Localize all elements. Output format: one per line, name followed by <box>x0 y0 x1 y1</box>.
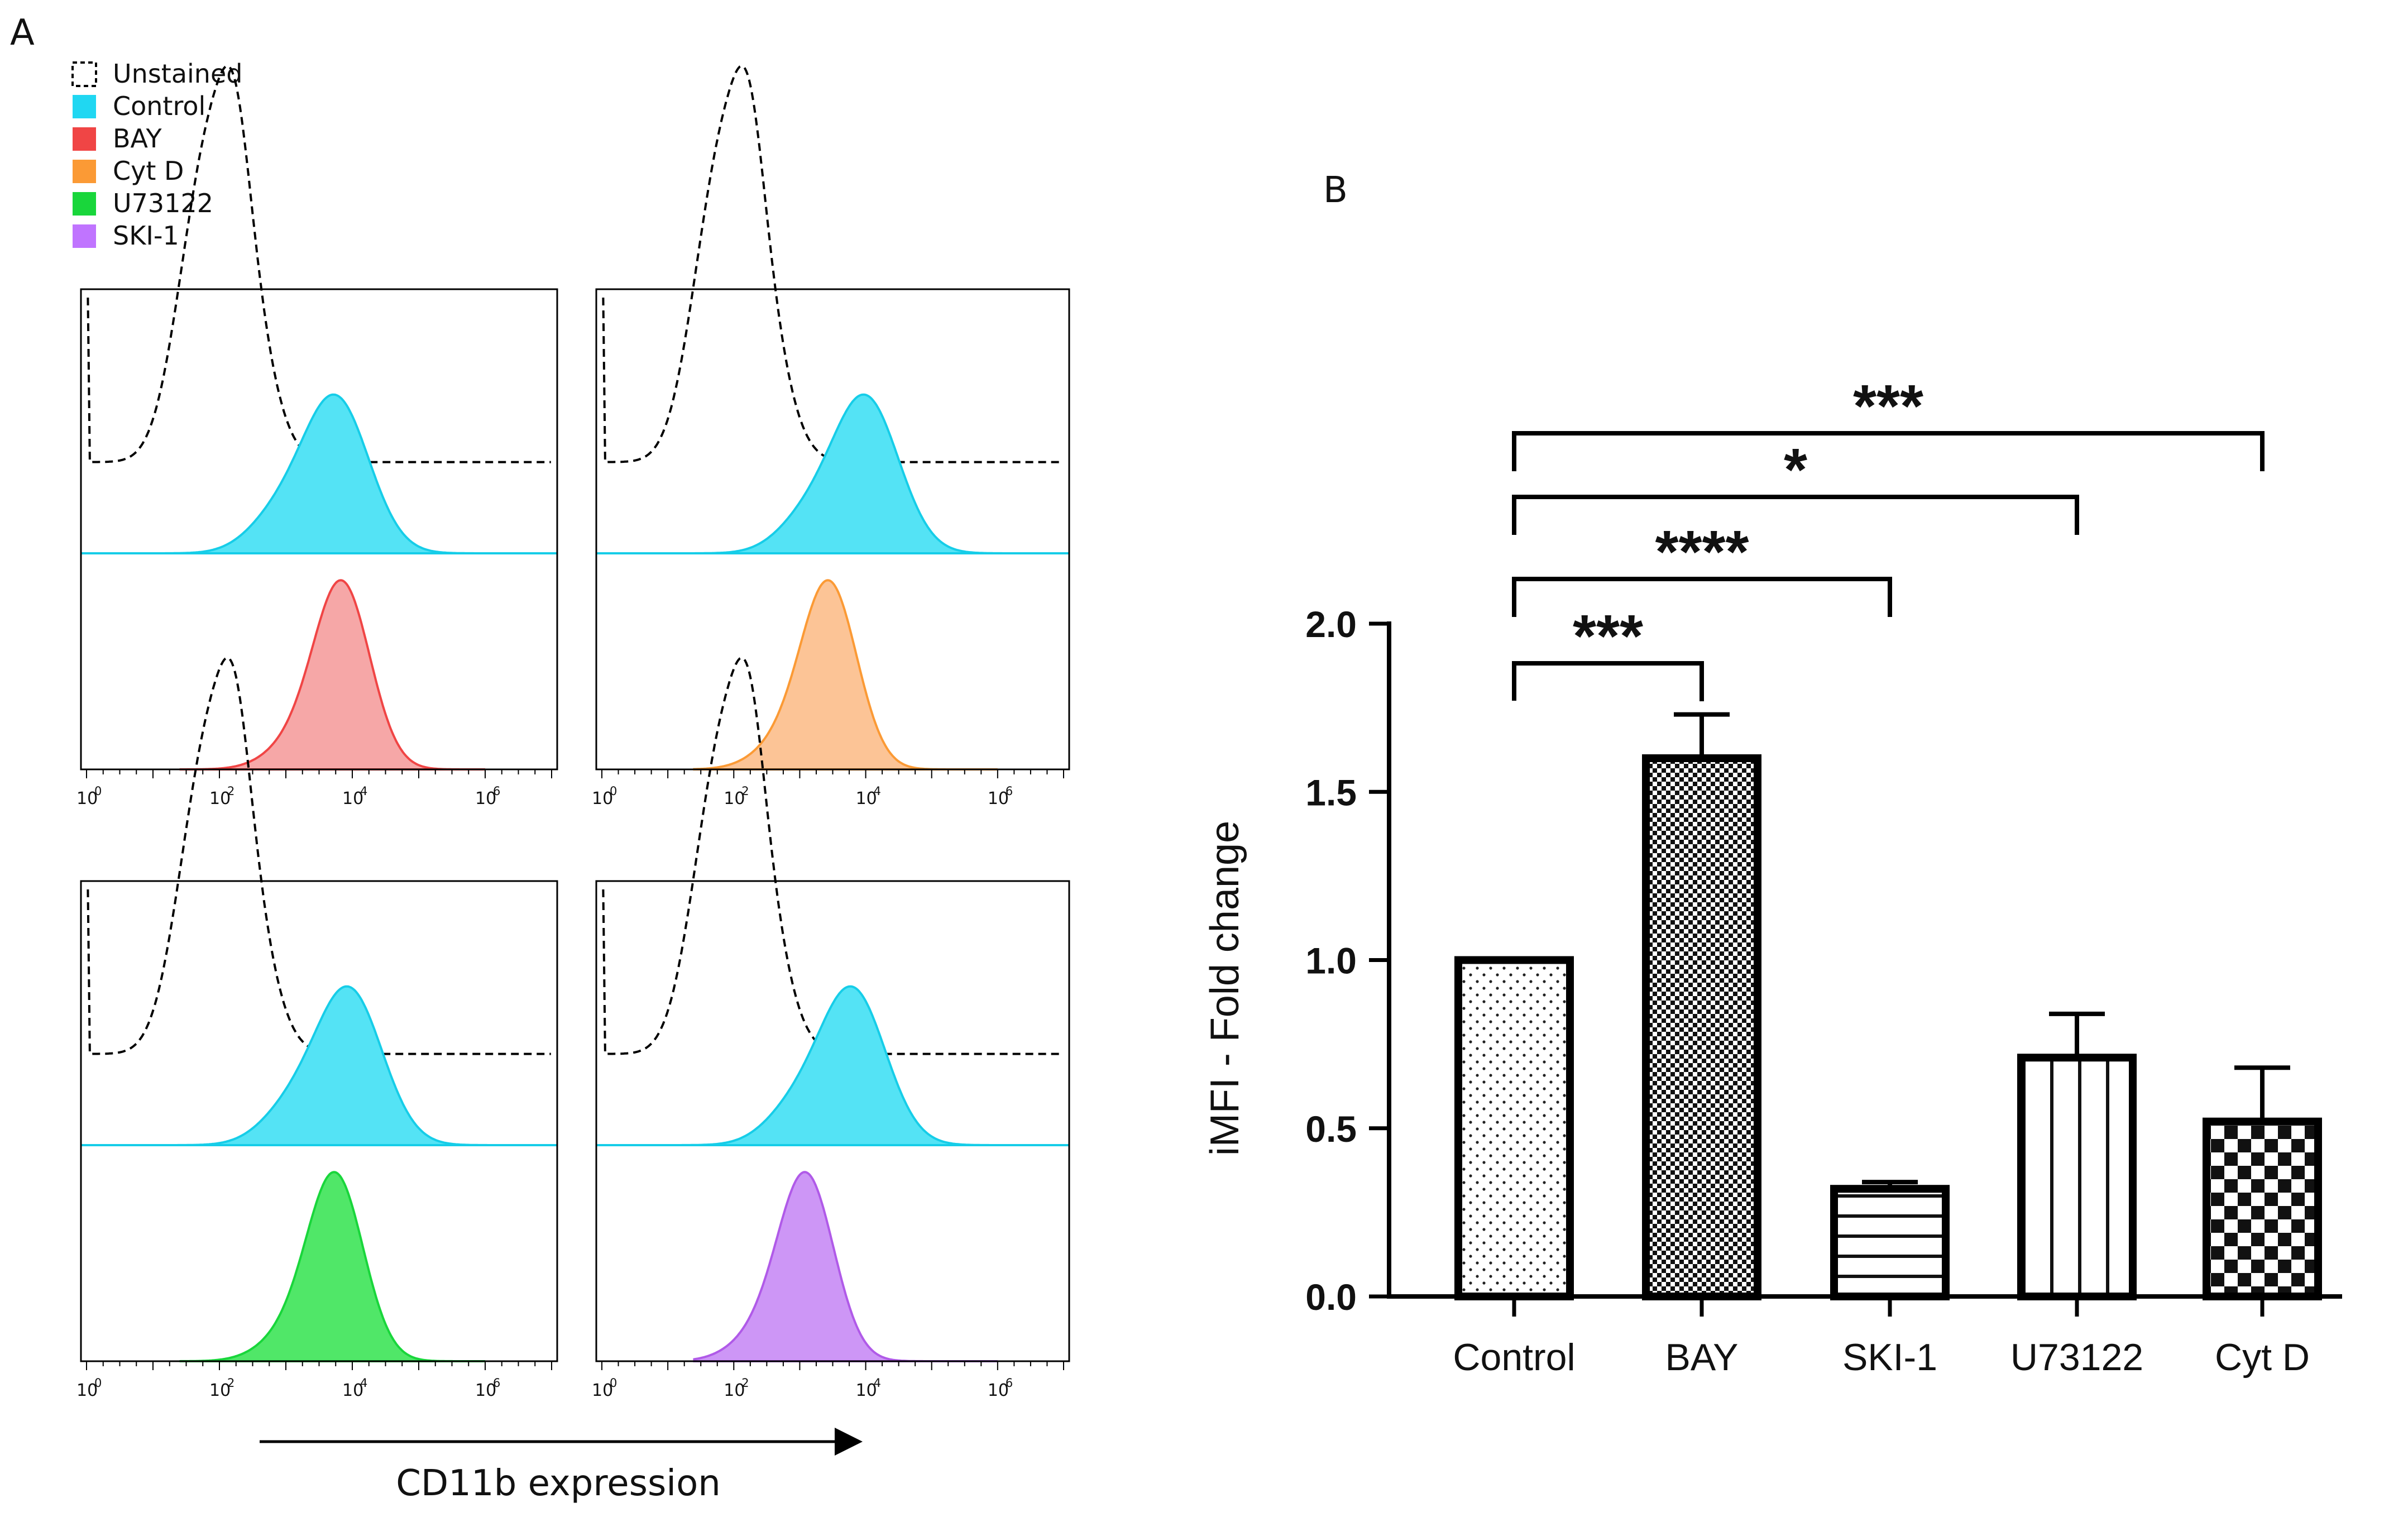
x-tick-exponent: 0 <box>610 1376 617 1390</box>
x-tick-label: 10 <box>342 789 363 808</box>
bar-u73122 <box>2017 1054 2137 1300</box>
x-tick-exponent: 6 <box>493 784 500 798</box>
legend-swatch-5 <box>73 224 96 248</box>
legend-swatch-4 <box>73 192 96 216</box>
bar-ski-1 <box>1830 1185 1950 1300</box>
significance-layer: *********** <box>1512 372 2265 701</box>
x-tick-exponent: 0 <box>94 1376 102 1390</box>
x-tick-label: 10 <box>988 789 1009 808</box>
control-histogram <box>165 393 505 554</box>
x-tick-exponent: 2 <box>227 1376 234 1390</box>
significance-bracket-2 <box>1512 495 2079 535</box>
x-tick-label: 10 <box>475 789 496 808</box>
x-tick-label: U73122 <box>2010 1336 2143 1379</box>
legend-label-4: U73122 <box>113 188 213 218</box>
x-tick-label: 10 <box>988 1381 1009 1400</box>
bars-layer <box>1454 712 2322 1300</box>
treatment-histogram <box>693 1171 998 1362</box>
control-histogram <box>166 985 505 1146</box>
x-tick-label: 10 <box>724 789 745 808</box>
x-tick-label: Cyt D <box>2215 1336 2310 1379</box>
x-tick-exponent: 6 <box>1006 784 1013 798</box>
x-tick-label: 10 <box>856 1381 877 1400</box>
x-tick-exponent: 4 <box>874 1376 881 1390</box>
x-tick-exponent: 4 <box>874 784 881 798</box>
treatment-histogram <box>179 579 485 771</box>
legend-label-3: Cyt D <box>113 156 184 186</box>
bar-chart: 0.0 0.5 1.0 1.5 2.0 Control BAY SKI-1 U73122 Cyt … <box>1305 372 2342 1379</box>
y-tick-label: 2.0 <box>1305 604 1357 645</box>
legend-label-2: BAY <box>113 123 162 154</box>
treatment-histogram <box>179 1171 485 1362</box>
x-tick-label: 10 <box>342 1381 363 1400</box>
x-tick-label: 10 <box>76 789 98 808</box>
histogram-panel-2: 100 102 104 106 <box>76 657 558 1400</box>
x-tick-exponent: 6 <box>1006 1376 1013 1390</box>
x-tick-exponent: 2 <box>227 784 234 798</box>
x-tick-label: 10 <box>475 1381 496 1400</box>
x-tick-exponent: 2 <box>741 1376 749 1390</box>
legend-label-5: SKI-1 <box>113 221 179 251</box>
x-tick-label: 10 <box>856 789 877 808</box>
significance-label-1: **** <box>1655 518 1749 585</box>
panel-b-label: B <box>1323 170 1348 211</box>
legend-swatch-2 <box>73 127 96 151</box>
axis-layer: 0.0 0.5 1.0 1.5 2.0 Control BAY SKI-1 U73122 Cyt … <box>1305 604 2342 1379</box>
significance-bracket-3 <box>1512 431 2265 471</box>
x-tick-label: SKI-1 <box>1842 1336 1937 1379</box>
control-histogram <box>681 393 1018 554</box>
y-axis-label: iMFI - Fold change <box>1203 821 1247 1156</box>
x-axis-label: CD11b expression <box>396 1463 721 1504</box>
x-tick-label: BAY <box>1665 1336 1738 1379</box>
x-tick-label: 10 <box>592 789 613 808</box>
x-tick-label: 10 <box>209 1381 231 1400</box>
x-tick-exponent: 4 <box>360 1376 367 1390</box>
histogram-panel-3: 100 102 104 106 <box>592 657 1070 1400</box>
x-tick-exponent: 2 <box>741 784 749 798</box>
bar-bay <box>1642 754 1761 1300</box>
legend-swatch-3 <box>73 160 96 183</box>
panel-a-label: A <box>10 12 35 54</box>
histogram-panel-0: 100 102 104 106 <box>76 65 558 808</box>
x-tick-label: 10 <box>209 789 231 808</box>
legend-label-0: Unstained <box>113 59 242 89</box>
y-tick-label: 0.5 <box>1305 1108 1357 1150</box>
histogram-panel-1: 100 102 104 106 <box>592 65 1070 808</box>
legend-swatch-0 <box>71 61 97 87</box>
x-tick-label: 10 <box>76 1381 98 1400</box>
x-tick-exponent: 0 <box>94 784 102 798</box>
x-tick-label: 10 <box>724 1381 745 1400</box>
significance-label-0: *** <box>1573 602 1643 669</box>
x-tick-exponent: 4 <box>360 784 367 798</box>
control-histogram <box>681 985 1018 1146</box>
bar-cyt-d <box>2203 1117 2322 1300</box>
significance-label-3: *** <box>1853 372 1923 439</box>
x-tick-label: 10 <box>592 1381 613 1400</box>
x-tick-label: Control <box>1453 1336 1575 1379</box>
y-tick-label: 1.0 <box>1305 940 1357 982</box>
x-tick-exponent: 0 <box>610 784 617 798</box>
y-tick-label: 0.0 <box>1305 1276 1357 1318</box>
x-tick-exponent: 6 <box>493 1376 500 1390</box>
legend-label-1: Control <box>113 91 205 121</box>
significance-label-2: * <box>1784 436 1807 503</box>
significance-bracket-1 <box>1512 577 1892 617</box>
y-tick-label: 1.5 <box>1305 772 1357 813</box>
unstained-curve <box>602 65 1063 463</box>
significance-bracket-0 <box>1512 661 1704 701</box>
bar-control <box>1454 956 1574 1300</box>
treatment-histogram <box>693 579 998 771</box>
legend-swatch-1 <box>73 95 96 118</box>
